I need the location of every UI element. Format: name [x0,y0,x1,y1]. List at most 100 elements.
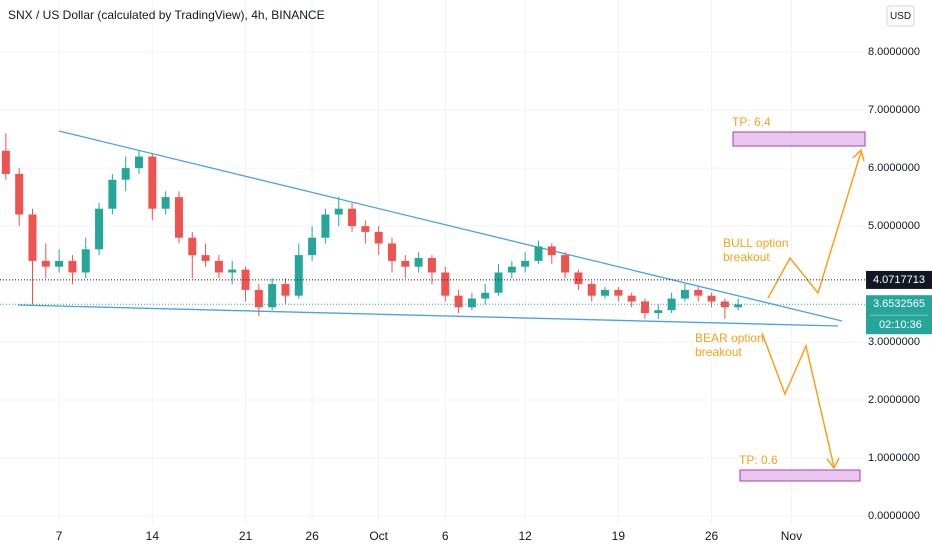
candle-body [121,168,130,180]
candle-body [148,156,157,209]
candle-body [614,289,623,296]
candle-body [214,260,223,273]
candle-body [108,179,117,209]
y-tick-label: 0.0000000 [868,510,920,522]
candle-body [627,295,636,302]
x-tick-label: 19 [612,529,626,543]
reference-price-tag [866,270,932,289]
tp-high-label: TP: 6.4 [732,115,771,129]
candle-body [720,301,729,308]
arrow-head [826,457,840,470]
candle-body [321,214,330,238]
lower-trendline [17,304,839,327]
candle-body [601,289,610,296]
bear-arrow [761,332,835,468]
candle-body [201,255,210,261]
candle-body [654,310,663,314]
bull-arrow [767,151,862,299]
candle-body [427,257,436,273]
y-tick-label: 8.0000000 [868,46,920,58]
candle-body [481,292,490,299]
candle-body [55,260,64,267]
y-tick-label: 5.0000000 [868,220,920,232]
candle-body [707,295,716,302]
candle-body [507,266,516,273]
candle-body [547,246,556,256]
x-tick-label: Oct [369,529,388,543]
candle-body [454,295,463,308]
candle-body [401,260,410,267]
countdown-label: 02:10:36 [879,319,922,331]
x-tick-label: Nov [781,529,802,543]
candle-body [734,304,743,308]
candle-body [268,284,277,308]
x-tick-label: 21 [239,529,253,543]
candle-body [135,156,144,169]
candles [1,133,743,319]
candle-body [387,243,396,261]
candle-body [561,255,570,273]
candle-body [281,284,290,296]
chart-title: SNX / US Dollar (calculated by TradingVi… [8,8,325,22]
candle-body [574,272,583,285]
candle-body [667,298,676,311]
y-tick-label: 6.0000000 [868,162,920,174]
candle-body [188,237,197,256]
y-tick-label: 2.0000000 [868,394,920,406]
grid [0,0,866,524]
candle-body [28,214,37,261]
x-tick-label: 14 [146,529,160,543]
candle-body [254,289,263,308]
y-tick-label: 3.0000000 [868,336,920,348]
candle-body [95,208,104,250]
upper-trendline [58,130,843,322]
candle-body [334,208,343,215]
currency-button[interactable] [886,5,915,27]
overlay: TP: 6.4 BULL option breakout BEAR option… [695,115,866,482]
candle-body [494,272,503,293]
arrow-head [852,148,865,162]
candle-body [587,284,596,296]
candle-body [308,237,317,256]
candle-body [348,208,357,227]
last-price-tag [866,295,932,335]
y-tick-label: 1.0000000 [868,452,920,464]
candle-body [161,197,170,209]
candle-body [467,298,476,308]
candle-body [441,272,450,296]
candle-body [414,257,423,267]
candle-body [294,255,303,296]
x-tick-label: 7 [56,529,63,543]
candle-body [521,260,530,267]
x-tick-label: 6 [442,529,449,543]
x-tick-label: 12 [518,529,532,543]
candle-body [41,260,50,267]
tp-high-zone [732,131,866,147]
tp-low-zone [739,469,861,482]
candle-body [241,269,250,290]
y-tick-label: 7.0000000 [868,104,920,116]
bull-label: BULL option [723,236,789,250]
candle-body [374,231,383,244]
candle-body [68,260,77,273]
currency-label[interactable]: USD [890,11,911,22]
x-tick-label: 26 [305,529,319,543]
candle-body [228,269,237,273]
candle-body [361,226,370,232]
candle-body [694,289,703,296]
last-price-label: 3.6532565 [873,298,925,310]
x-tick-label: 26 [705,529,719,543]
candle-body [680,289,689,299]
candle-body [174,197,183,238]
reference-price-label: 4.0717713 [873,274,925,286]
bear-label: BEAR option [695,331,764,345]
bull-label: breakout [723,250,770,264]
bear-label: breakout [695,345,742,359]
candle-body [15,173,24,215]
tp-low-label: TP: 0.6 [739,453,778,467]
candle-body [81,249,90,273]
axes: 0.00000001.00000002.00000003.00000004.00… [0,46,932,543]
candle-body [1,150,10,174]
candle-body [640,301,649,314]
